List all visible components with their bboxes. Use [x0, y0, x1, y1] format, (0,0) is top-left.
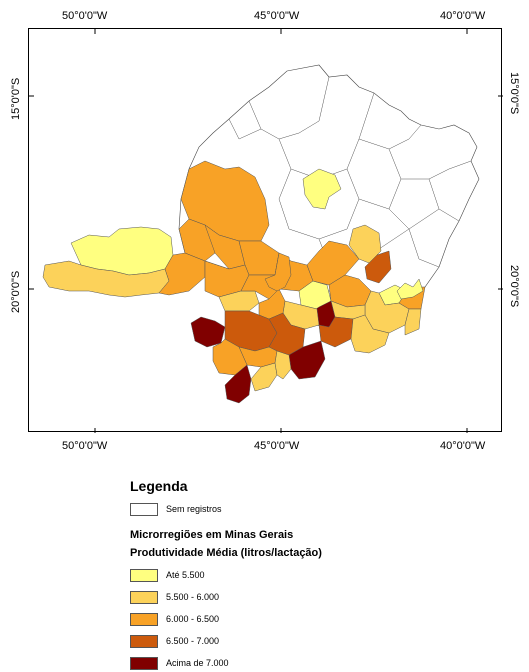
microregion-5000-5500	[302, 168, 342, 210]
legend-label: 6.000 - 6.500	[166, 614, 220, 624]
minas-gerais-map	[29, 29, 503, 433]
legend-swatch	[130, 568, 158, 582]
legend-item-1: 5.500 - 6.000	[130, 588, 460, 606]
legend-swatch	[130, 590, 158, 604]
legend-label: Sem registros	[166, 504, 222, 514]
legend-title: Legenda	[130, 478, 188, 494]
legend-classes: Até 5.500 5.500 - 6.000 6.000 - 6.500 6.500…	[130, 566, 460, 672]
legend-item-0: Até 5.500	[130, 566, 460, 584]
microregion-acima-7000	[224, 364, 252, 404]
legend-item-no-data: Sem registros	[130, 500, 460, 518]
microregion-boundary	[248, 76, 330, 140]
right-tick-label: 15°0'0"S	[508, 72, 520, 115]
microregion-boundary	[228, 118, 262, 140]
microregion-6000-6500	[158, 252, 206, 296]
bottom-tick-label: 45°0'0"W	[254, 440, 300, 452]
microregion-boundary	[388, 178, 440, 230]
microregion-5500-6000	[250, 362, 278, 392]
microregion-5000-5500	[396, 278, 424, 300]
microregion-5500-6000	[404, 308, 422, 336]
legend: Legenda Sem registros Microrregiões em M…	[130, 478, 460, 672]
microregion-boundary	[358, 124, 422, 150]
microregion-6000-6500	[264, 252, 292, 292]
top-tick-label: 50°0'0"W	[62, 10, 108, 22]
left-tick-label: 15°0'0"S	[10, 77, 22, 120]
top-tick-label: 45°0'0"W	[254, 10, 300, 22]
microregion-boundary	[408, 228, 440, 268]
bottom-tick-label: 40°0'0"W	[440, 440, 486, 452]
bottom-tick-label: 50°0'0"W	[62, 440, 108, 452]
legend-label: 5.500 - 6.000	[166, 592, 220, 602]
microregion-acima-7000	[190, 316, 226, 348]
legend-label: Acima de 7.000	[166, 658, 229, 668]
right-tick-label: 20°0'0"S	[508, 265, 520, 308]
legend-item-4: Acima de 7.000	[130, 654, 460, 672]
legend-subheading: Produtividade Média (litros/lactação)	[130, 547, 322, 559]
left-tick-label: 20°0'0"S	[10, 270, 22, 313]
legend-swatch	[130, 656, 158, 670]
legend-item-3: 6.500 - 7.000	[130, 632, 460, 650]
microregion-acima-7000	[288, 340, 326, 380]
microregion-5500-6000	[350, 314, 390, 354]
legend-label: 6.500 - 7.000	[166, 636, 220, 646]
legend-item-2: 6.000 - 6.500	[130, 610, 460, 628]
top-tick-label: 40°0'0"W	[440, 10, 486, 22]
legend-swatch	[130, 634, 158, 648]
legend-swatch	[130, 502, 158, 516]
microregion-6500-7000	[364, 250, 392, 284]
map-frame	[28, 28, 503, 433]
microregion-boundary	[358, 198, 390, 210]
legend-heading: Microrregiões em Minas Gerais	[130, 529, 294, 541]
legend-swatch	[130, 612, 158, 626]
microregion-5500-6000	[274, 350, 292, 380]
legend-label: Até 5.500	[166, 570, 205, 580]
